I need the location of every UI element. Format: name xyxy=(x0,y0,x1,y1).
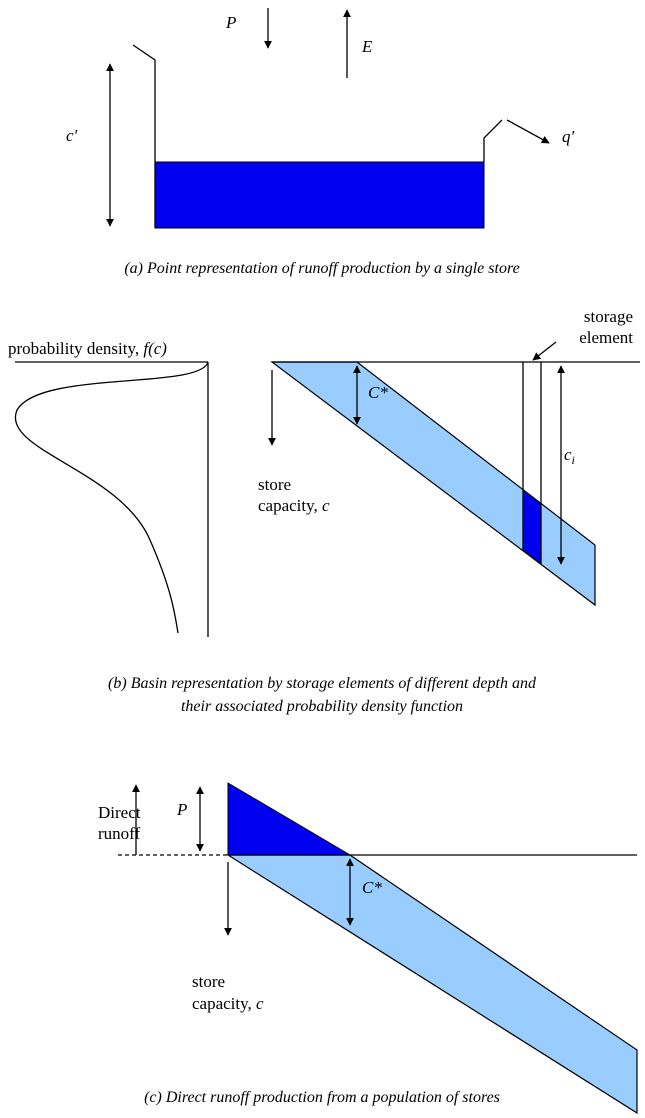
label: E xyxy=(361,37,373,56)
pointer xyxy=(532,341,557,361)
label: P xyxy=(176,800,187,819)
label: C* xyxy=(362,878,382,897)
label: C* xyxy=(368,383,388,402)
runoff-fill xyxy=(227,782,352,856)
label: capacity, xyxy=(192,994,252,1013)
outflow-arrow xyxy=(506,119,550,144)
caption: (a) Point representation of runoff produ… xyxy=(124,260,519,277)
left-wall xyxy=(132,44,156,228)
symbol: c xyxy=(256,994,264,1013)
water xyxy=(154,161,485,229)
symbol: c xyxy=(322,496,330,515)
label: c′ xyxy=(66,126,78,145)
label: P xyxy=(225,13,236,32)
label: probability density, xyxy=(8,339,139,358)
label: capacity, xyxy=(258,496,318,515)
axis-label: capacity, c xyxy=(192,994,264,1013)
subscript: i xyxy=(572,453,575,467)
caption: (c) Direct runoff production from a popu… xyxy=(144,1089,500,1106)
label: element xyxy=(579,328,633,347)
panel-b: probability density, f(c) storage elemen… xyxy=(8,307,640,715)
label: q′ xyxy=(562,127,575,146)
density-label: probability density, f(c) xyxy=(8,339,167,358)
label: store xyxy=(192,972,225,991)
right-wall xyxy=(483,119,503,162)
label: store xyxy=(258,475,291,494)
symbol: c xyxy=(564,445,572,464)
caption: their associated probability density fun… xyxy=(181,698,463,715)
depth-label: ci xyxy=(564,445,575,467)
label: Direct xyxy=(98,803,141,822)
label: storage xyxy=(584,307,633,326)
panel-a: P E c′ q′ (a) Point representation of ru… xyxy=(66,8,575,277)
band xyxy=(225,854,638,1115)
band xyxy=(270,361,596,607)
panel-c: Direct runoff P C* store capacity, c (c)… xyxy=(98,782,638,1115)
caption: (b) Basin representation by storage elem… xyxy=(108,675,537,692)
axis-label: capacity, c xyxy=(258,496,330,515)
symbol: f(c) xyxy=(143,339,167,358)
density-curve xyxy=(14,361,209,634)
label: runoff xyxy=(98,824,141,843)
